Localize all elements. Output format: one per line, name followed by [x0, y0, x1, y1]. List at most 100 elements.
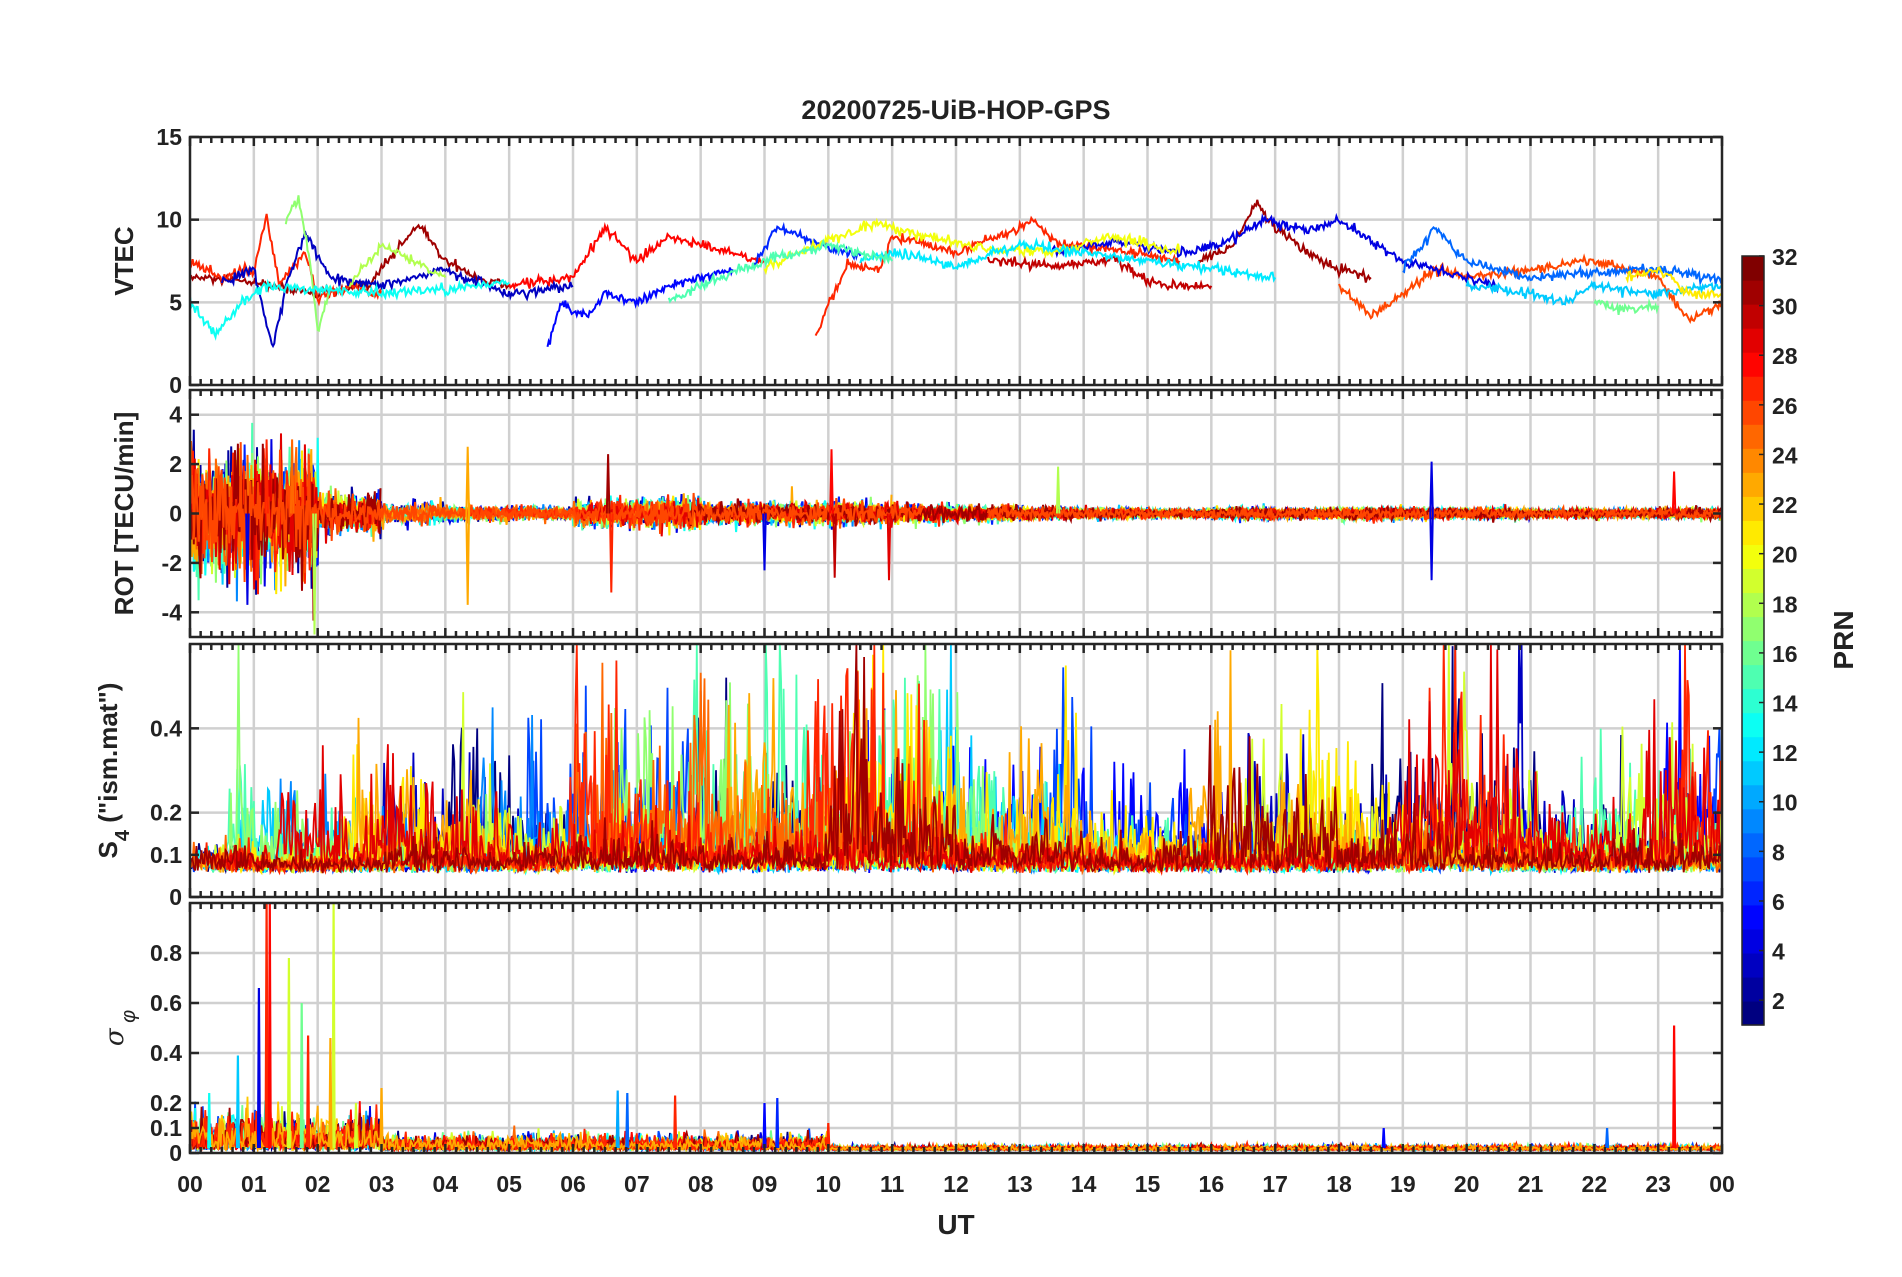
vtec-series-prn-31	[190, 223, 510, 299]
y-tick-label: 0	[169, 884, 182, 910]
colorbar-tick-label: 28	[1772, 343, 1798, 369]
chart-title: 20200725-UiB-HOP-GPS	[801, 95, 1110, 125]
x-tick-label: 14	[1071, 1171, 1097, 1197]
colorbar-tick-label: 4	[1772, 939, 1785, 965]
panel-s4: 0 0.1 0.2 0.4 S4 ("ism.mat")	[93, 642, 1724, 910]
x-tick-label: 09	[752, 1171, 778, 1197]
sigma-spike	[286, 957, 291, 1149]
colorbar-tick-label: 12	[1772, 740, 1798, 766]
colorbar-segment	[1742, 400, 1764, 425]
colorbar-segment	[1742, 784, 1764, 810]
colorbar-segment	[1742, 592, 1764, 618]
y-tick-label: 10	[156, 207, 182, 233]
x-axis-label: UT	[937, 1209, 974, 1240]
x-tick-label: 06	[560, 1171, 586, 1197]
colorbar-segment	[1742, 376, 1764, 401]
sigma-spike	[1605, 1127, 1610, 1149]
colorbar-segment	[1742, 856, 1764, 882]
vtec-series-prn-21	[1625, 266, 1722, 300]
colorbar-tick-label: 26	[1772, 393, 1798, 419]
sigma-spike	[256, 987, 261, 1149]
colorbar-segment	[1742, 1000, 1764, 1026]
y-label-main: S	[93, 841, 123, 858]
y-axis-label: S4 ("ism.mat")	[93, 683, 134, 859]
rot-spike	[245, 513, 250, 605]
colorbar-segment	[1742, 688, 1764, 714]
y-tick-label: 0.4	[150, 715, 182, 741]
colorbar-tick-label: 22	[1772, 492, 1798, 518]
sigma-spike	[207, 1092, 212, 1149]
colorbar-segment	[1742, 304, 1764, 329]
rot-spike	[1055, 466, 1061, 514]
vtec-series-prn-26	[1338, 253, 1722, 324]
vtec-series-prn-17	[284, 195, 332, 333]
colorbar-segment	[1742, 280, 1764, 305]
rot-spike	[762, 513, 767, 571]
rot-spike	[829, 449, 834, 514]
colorbar-tick-label: 14	[1772, 691, 1798, 717]
sigma-spike	[306, 1035, 311, 1149]
sigma-spike	[264, 903, 269, 1149]
y-tick-label: 0.2	[150, 1090, 182, 1116]
colorbar-tick-label: 6	[1772, 889, 1785, 915]
colorbar-segment	[1742, 448, 1764, 473]
y-tick-label: -2	[162, 550, 182, 576]
panel-sigma_phi: 00.10.2 0.4 0.6 0.8 σ φ	[100, 901, 1724, 1166]
y-tick-label: 0.8	[150, 940, 182, 966]
y-axis-label: VTEC	[109, 226, 139, 296]
rot-spike	[465, 446, 470, 514]
colorbar-tick-label: 20	[1772, 542, 1798, 568]
x-tick-label: 00	[1709, 1171, 1735, 1197]
x-tick-label: 08	[688, 1171, 714, 1197]
x-tick-label: 07	[624, 1171, 650, 1197]
y-tick-label: 0.6	[150, 990, 182, 1016]
colorbar-frame	[1741, 255, 1765, 1026]
sigma-spike	[299, 1002, 304, 1149]
colorbar-segment	[1742, 712, 1764, 738]
sigma-spike	[625, 1092, 630, 1149]
colorbar-segment	[1742, 904, 1764, 930]
y-tick-label: 5	[169, 289, 182, 315]
x-tick-label: 22	[1582, 1171, 1608, 1197]
vtec-series-prn-28	[508, 222, 765, 291]
colorbar-label: PRN	[1828, 610, 1859, 669]
rot-spike	[289, 439, 295, 514]
colorbar-segment	[1742, 520, 1764, 545]
y-tick-label: -4	[162, 599, 183, 625]
sigma-spike	[775, 1097, 780, 1149]
x-tick-label: 11	[880, 1171, 905, 1197]
y-tick-label: 0.1	[150, 842, 182, 868]
colorbar-segment	[1742, 616, 1764, 642]
y-tick-label: 0	[169, 1140, 182, 1166]
vtec-series-prn-15	[667, 238, 894, 304]
rot-spike	[832, 513, 837, 578]
colorbar-segment	[1742, 952, 1764, 978]
colorbar-segment	[1742, 568, 1764, 594]
x-tick-label: 18	[1326, 1171, 1352, 1197]
rot-spike	[465, 513, 470, 605]
sigma-spike	[267, 903, 272, 1149]
colorbar-segment	[1742, 424, 1764, 449]
rot-spike	[312, 513, 317, 635]
vtec-series-prn-16	[1593, 298, 1660, 316]
series-group	[190, 422, 1722, 635]
vtec-series-prn-6	[751, 221, 862, 269]
colorbar-segment	[1742, 808, 1764, 834]
colorbar-segment	[1742, 352, 1764, 377]
x-tick-label: 19	[1390, 1171, 1416, 1197]
x-tick-label: 20	[1454, 1171, 1480, 1197]
colorbar-tick-label: 2	[1772, 988, 1785, 1014]
y-tick-label: 15	[156, 124, 182, 150]
rot-spike	[605, 454, 611, 514]
s4-series-prn-31	[190, 644, 1722, 874]
y-tick-label: 0.4	[150, 1040, 182, 1066]
x-tick-label: 12	[943, 1171, 969, 1197]
colorbar-tick-label: 24	[1772, 442, 1798, 468]
x-tick-label: 01	[241, 1171, 267, 1197]
y-axis-label: σ φ	[100, 1010, 140, 1046]
colorbar-tick-label: 18	[1772, 591, 1798, 617]
sigma-spike	[826, 1122, 831, 1149]
panel-rot: -4 -2 0 2 4 ROT [TECU/min]	[109, 388, 1724, 639]
